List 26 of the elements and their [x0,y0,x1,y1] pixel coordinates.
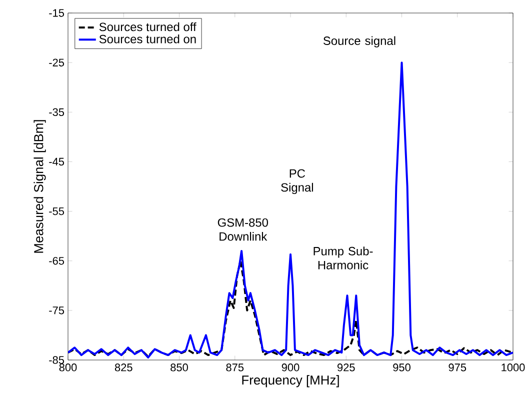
x-tick-label: 900 [282,364,300,372]
y-tick-label: -55 [49,207,64,216]
annotation: Pump Sub-Harmonic [314,246,373,270]
x-tick-label: 850 [170,364,188,372]
annotation: GSM-850 Downlink [218,218,268,241]
y-axis-title: Measured Signal [dBm] [34,120,46,253]
x-tick-label: 925 [338,364,355,372]
y-tick-label: -65 [49,256,64,265]
y-tick-label: -35 [49,108,64,116]
line-series [68,62,514,359]
y-tick-label: -45 [49,158,64,166]
y-tick-label: -85 [49,356,64,364]
y-tick-label: -25 [49,58,64,66]
x-axis-title: Frequency [MHz] [242,375,339,388]
legend-label: Sources turned on [99,34,196,44]
legend-label: Sources turned off [99,22,196,32]
x-tick-label: 1000 [502,364,525,372]
y-tick-label: -15 [49,9,64,17]
x-tick-label: 975 [448,364,466,372]
x-tick-label: 800 [59,364,77,372]
x-tick-label: 825 [114,364,132,372]
annotation: PC Signal [281,169,313,194]
x-tick-label: 875 [226,364,244,372]
y-tick-label: -75 [49,306,64,314]
x-tick-label: 950 [393,364,410,372]
annotation: Source signal [323,36,396,48]
